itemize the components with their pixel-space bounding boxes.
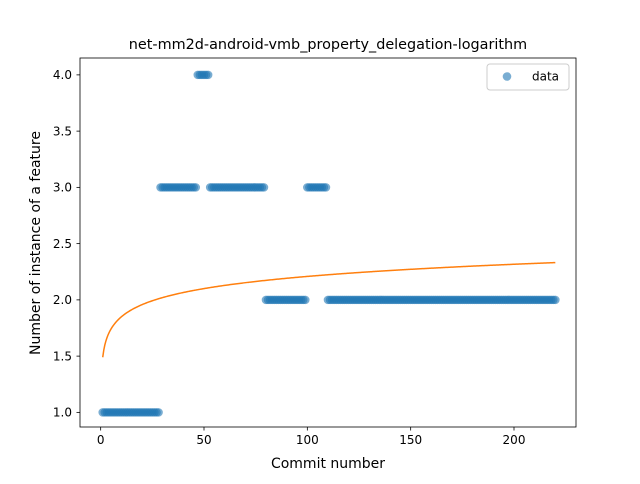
data-point [259, 183, 269, 192]
y-tick-label: 3.0 [53, 181, 72, 195]
data-point [203, 70, 213, 80]
y-tick-label: 1.5 [53, 349, 72, 363]
legend-label: data [532, 70, 559, 84]
y-tick-label: 1.0 [53, 406, 72, 420]
legend-marker [502, 72, 512, 81]
x-axis-label: Commit number [271, 456, 385, 472]
legend-box [486, 63, 570, 91]
data-point [321, 183, 331, 192]
axes: 0 50 100 150 200 1.0 1.5 2.0 2.5 3.0 3.5 4.0 [53, 57, 577, 447]
y-tick-label: 2.0 [53, 293, 72, 307]
y-tick-label: 3.5 [53, 124, 72, 138]
data-point [154, 408, 163, 417]
y-tick-label: 2.5 [53, 237, 72, 251]
x-tick-label: 50 [196, 433, 211, 447]
chart-title: net-mm2d-android-vmb_property_delegation… [129, 37, 527, 53]
data-point [551, 295, 560, 305]
y-axis-label: Number of instance of a feature [28, 131, 44, 355]
data-point [191, 183, 201, 192]
x-tick-label: 0 [97, 433, 105, 447]
x-tick-label: 100 [296, 433, 319, 447]
legend: data [486, 63, 570, 91]
x-tick-label: 200 [503, 433, 526, 447]
y-tick-label: 4.0 [53, 68, 72, 82]
plot-area [98, 70, 560, 417]
data-point [300, 295, 310, 305]
fit-line [101, 261, 556, 358]
x-tick-label: 150 [399, 433, 422, 447]
axes-frame [79, 57, 577, 428]
